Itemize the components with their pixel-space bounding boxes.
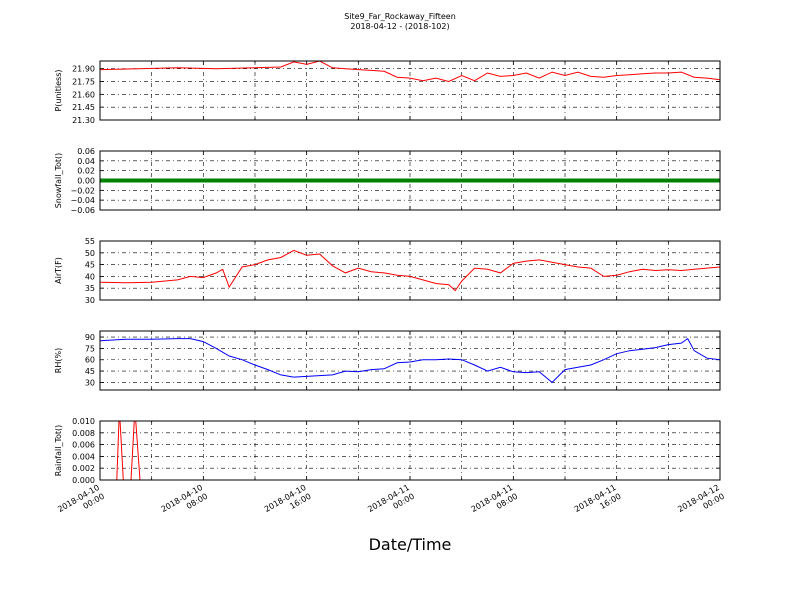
y-axis-label: RH(%) (54, 348, 63, 373)
x-tick-label: 2018-04-1008:00 (160, 483, 210, 523)
series-line (100, 61, 720, 83)
y-tick-label: −0.02 (70, 186, 95, 195)
y-tick-label: 0.02 (77, 167, 95, 176)
y-tick-label: 21.90 (72, 65, 95, 74)
y-axis-label: AirT(F) (54, 257, 63, 284)
y-tick-label: 21.45 (72, 103, 95, 112)
y-tick-label: 75 (85, 344, 95, 353)
y-axis-label: Rainfall_Tot() (54, 425, 63, 477)
series-line (100, 421, 720, 480)
y-tick-label: 30 (85, 296, 95, 305)
panel-3: 30 35 40 45 50 55 AirT(F) (54, 237, 721, 305)
panels: 21.30 21.45 21.60 21.75 21.90 P(unitless) −0.0… (54, 60, 721, 485)
x-tick-labels: 2018-04-1000:00 2018-04-1008:00 2018-04-10… (56, 483, 726, 523)
x-tick-label: 2018-04-1200:00 (676, 483, 726, 523)
x-tick-label: 2018-04-1100:00 (366, 483, 416, 523)
axes-frame (99, 150, 721, 211)
y-tick-label: 0.00 (77, 177, 95, 186)
y-tick-label: 35 (85, 284, 95, 293)
panel-4: 30 45 60 75 90 RH(%) (54, 330, 721, 391)
x-tick-label: 2018-04-1116:00 (573, 483, 623, 523)
x-tick-label: 2018-04-1108:00 (470, 483, 520, 523)
y-tick-label: 0.000 (72, 476, 95, 485)
x-axis-label: Date/Time (369, 535, 452, 554)
series-line (100, 337, 720, 384)
y-axis-label: P(unitless) (54, 69, 63, 111)
y-tick-label: 21.30 (72, 116, 95, 125)
y-tick-label: 0.008 (72, 429, 95, 438)
y-tick-label: 21.60 (72, 90, 95, 99)
series-line (100, 249, 720, 292)
panel-2: −0.06−0.04−0.020.000.020.040.06 Snowfall_… (54, 147, 721, 215)
y-tick-label: 21.75 (72, 78, 95, 87)
x-tick-label: 2018-04-1000:00 (56, 483, 106, 523)
y-tick-label: 0.04 (77, 157, 95, 166)
y-tick-label: 90 (85, 333, 95, 342)
y-tick-label: 45 (85, 367, 95, 376)
y-tick-label: 0.010 (72, 417, 95, 426)
y-tick-label: 45 (85, 261, 95, 270)
axes-frame (99, 240, 721, 301)
axes-frame (99, 420, 721, 481)
panel-5: 0.000 0.002 0.004 0.006 0.008 0.010 Rainfall_T… (54, 417, 721, 485)
y-tick-label: 0.004 (72, 452, 95, 461)
chart-title: Site9_Far_Rockaway_Fifteen (344, 12, 456, 21)
axes-frame (99, 60, 721, 121)
y-tick-label: 0.002 (72, 464, 95, 473)
axes-frame (99, 330, 721, 391)
chart-subtitle: 2018-04-12 - (2018-102) (350, 22, 449, 31)
y-tick-label: 30 (85, 378, 95, 387)
x-tick-label: 2018-04-1016:00 (263, 483, 313, 523)
panel-1: 21.30 21.45 21.60 21.75 21.90 P(unitless) (54, 60, 721, 125)
y-tick-label: 40 (85, 272, 95, 281)
y-tick-label: −0.04 (70, 196, 95, 205)
y-tick-label: 0.06 (77, 147, 95, 156)
y-tick-label: 50 (85, 249, 95, 258)
y-tick-label: 55 (85, 237, 95, 246)
y-tick-label: −0.06 (70, 206, 95, 215)
y-tick-label: 60 (85, 356, 95, 365)
y-axis-label: Snowfall_Tot() (54, 153, 63, 209)
y-tick-label: 0.006 (72, 441, 95, 450)
